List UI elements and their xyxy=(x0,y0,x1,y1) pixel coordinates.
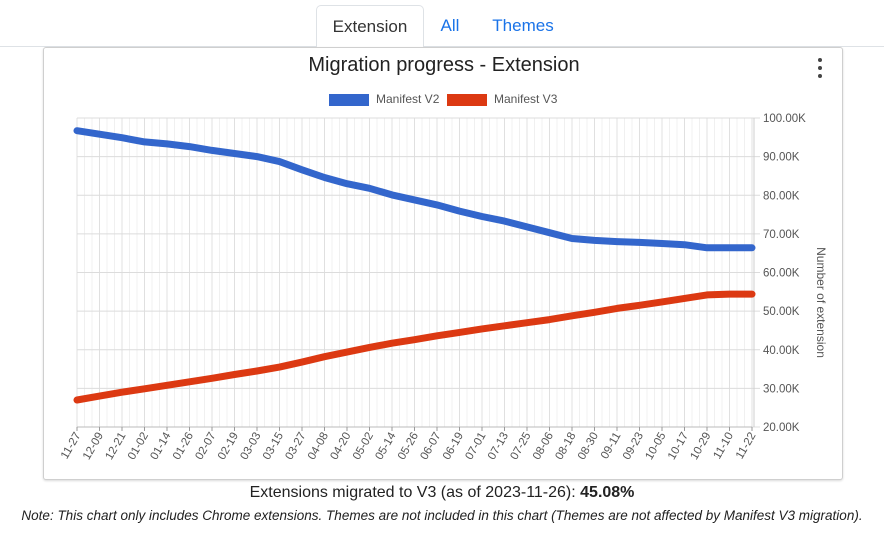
x-tick-label: 06-07 xyxy=(418,431,443,462)
series-line-manifest-v2[interactable] xyxy=(73,127,756,252)
tab-extension[interactable]: Extension xyxy=(316,5,424,48)
x-tick-label: 07-13 xyxy=(486,431,511,462)
x-tick-label: 05-02 xyxy=(351,431,376,462)
x-tick-label: 01-14 xyxy=(148,430,173,462)
x-tick-label: 12-21 xyxy=(103,431,128,462)
chart-title: Migration progress - Extension xyxy=(308,54,580,76)
migration-summary: Extensions migrated to V3 (as of 2023-11… xyxy=(0,484,884,502)
line-chart: 20.00K 30.00K 40.00K 50.00K 60.00K 70.00K 80.0… xyxy=(59,113,828,462)
summary-text: Extensions migrated to V3 (as of 2023-11… xyxy=(249,484,581,501)
x-tick-label: 07-25 xyxy=(508,431,533,462)
series-line-manifest-v3[interactable] xyxy=(73,290,756,404)
x-tick-label: 01-02 xyxy=(126,431,151,462)
y-tick-label: 60.00K xyxy=(763,268,800,280)
summary-percent: 45.08% xyxy=(580,484,635,501)
more-vertical-icon[interactable] xyxy=(816,58,824,78)
x-tick-label: 11-22 xyxy=(734,431,759,462)
x-tick-label: 09-11 xyxy=(599,431,624,462)
x-tick-label: 04-20 xyxy=(328,431,353,462)
y-tick-label: 80.00K xyxy=(763,190,800,202)
y-axis-title: Number of extension xyxy=(814,247,828,358)
x-tick-label: 12-09 xyxy=(81,431,106,462)
x-tick-label: 07-01 xyxy=(463,431,488,462)
x-tick-label: 04-08 xyxy=(306,431,331,462)
x-tick-label: 11-27 xyxy=(59,431,84,462)
x-tick-label: 03-03 xyxy=(238,431,263,462)
tab-bar: Extension All Themes xyxy=(0,0,884,48)
x-tick-label: 06-19 xyxy=(441,431,466,462)
tab-all[interactable]: All xyxy=(440,16,460,35)
x-tick-label: 08-06 xyxy=(531,431,556,462)
y-tick-label: 40.00K xyxy=(763,345,800,357)
x-tick-label: 03-15 xyxy=(261,431,286,462)
y-tick-label: 50.00K xyxy=(763,306,800,318)
y-tick-label: 20.00K xyxy=(763,422,800,434)
legend-swatch-v2 xyxy=(329,94,369,106)
legend-label-v2: Manifest V2 xyxy=(376,92,440,106)
y-tick-label: 30.00K xyxy=(763,383,800,395)
x-tick-label: 05-26 xyxy=(396,431,421,462)
legend-swatch-v3 xyxy=(447,94,487,106)
y-tick-label: 100.00K xyxy=(763,113,806,125)
y-tick-label: 90.00K xyxy=(763,152,800,164)
x-tick-label: 11-10 xyxy=(711,431,736,462)
chart-card: Migration progress - Extension Manifest … xyxy=(43,47,843,480)
x-tick-label: 10-29 xyxy=(688,431,713,462)
x-tick-label: 01-26 xyxy=(171,431,196,462)
x-tick-label: 03-27 xyxy=(283,431,308,462)
x-tick-label: 10-17 xyxy=(666,431,691,462)
x-tick-label: 08-18 xyxy=(553,431,578,462)
x-tick-label: 05-14 xyxy=(373,430,398,462)
y-tick-label: 70.00K xyxy=(763,229,800,241)
tab-themes[interactable]: Themes xyxy=(492,16,554,35)
x-tick-label: 02-19 xyxy=(216,431,241,462)
legend-label-v3: Manifest V3 xyxy=(494,92,558,106)
x-tick-label: 09-23 xyxy=(621,431,646,462)
x-tick-label: 02-07 xyxy=(193,431,218,462)
x-tick-label: 08-30 xyxy=(576,431,601,462)
chart-note: Note: This chart only includes Chrome ex… xyxy=(21,508,863,523)
x-tick-label: 10-05 xyxy=(643,431,668,462)
